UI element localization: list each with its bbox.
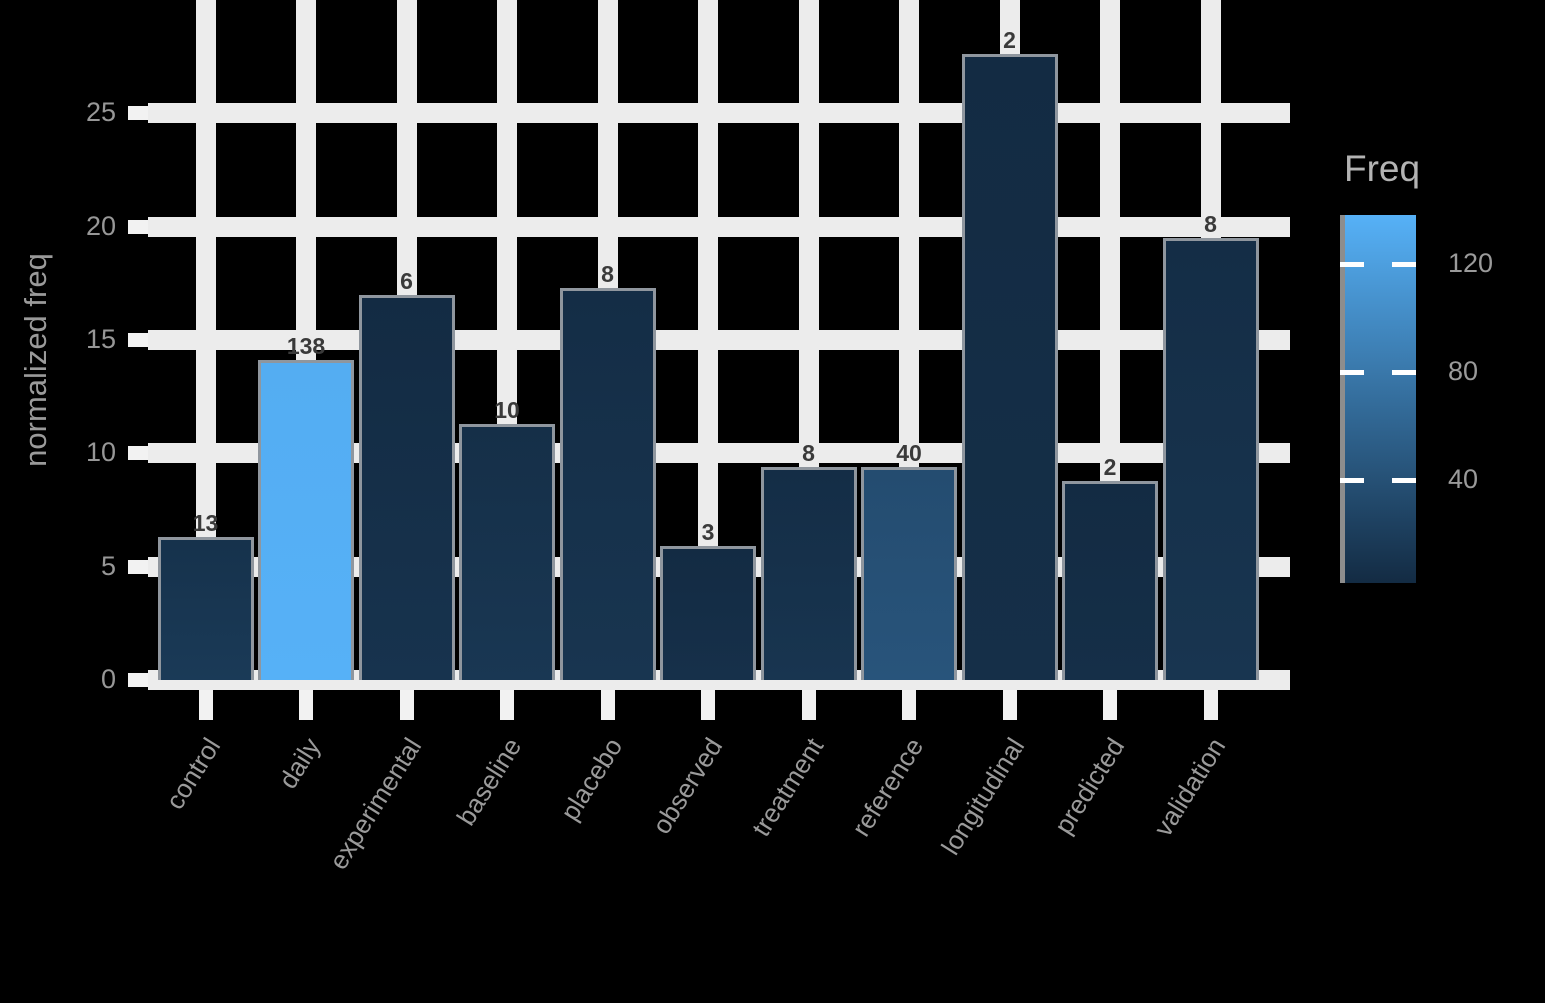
bar-value-label: 8 xyxy=(1204,211,1217,237)
bar xyxy=(559,287,656,680)
x-axis-tick-label: validation xyxy=(1147,732,1231,842)
bar-value-label: 2 xyxy=(1003,27,1016,54)
bar xyxy=(961,54,1058,680)
bar xyxy=(157,537,254,680)
y-axis-tick-label: 5 xyxy=(100,550,116,581)
bar xyxy=(1062,480,1158,680)
x-axis-tick-label: daily xyxy=(272,732,327,794)
legend-tick-label: 80 xyxy=(1448,355,1479,386)
x-axis-tick-label: experimental xyxy=(322,732,427,875)
bar xyxy=(861,466,957,680)
x-axis-tick xyxy=(198,690,213,720)
x-axis-tick xyxy=(902,690,916,720)
bar-value-label: 8 xyxy=(802,439,815,466)
x-axis-tick xyxy=(399,690,414,720)
bar-value-label: 8 xyxy=(601,260,614,287)
bar-value-label: 3 xyxy=(701,519,715,546)
legend-colorbar-tick xyxy=(1392,369,1416,375)
gridline-vertical xyxy=(195,0,216,680)
legend-colorbar xyxy=(1340,215,1416,583)
bar-value-label: 13 xyxy=(192,510,219,537)
y-axis-tick-label: 15 xyxy=(85,324,116,354)
bar xyxy=(660,546,756,680)
gridline-vertical xyxy=(698,0,718,680)
x-axis-tick-label: reference xyxy=(845,732,930,842)
legend-colorbar-tick xyxy=(1392,478,1416,484)
x-axis-tick-label: longitudinal xyxy=(934,732,1030,860)
bar-value-label: 2 xyxy=(1103,453,1117,480)
y-axis-tick xyxy=(128,446,148,461)
y-axis-tick-label: 25 xyxy=(85,97,116,128)
y-axis-tick-label: 10 xyxy=(85,437,116,468)
x-axis-tick-label: baseline xyxy=(450,732,528,831)
x-axis-tick xyxy=(299,690,313,720)
bar xyxy=(258,360,354,680)
bar-value-label: 138 xyxy=(286,333,326,360)
y-axis-tick xyxy=(128,333,148,347)
x-axis-tick xyxy=(1002,690,1017,720)
y-axis-tick xyxy=(128,219,148,234)
bar-value-label: 40 xyxy=(896,439,922,466)
bar-value-label: 10 xyxy=(494,396,520,423)
x-axis-tick-label: treatment xyxy=(745,732,829,842)
x-axis-tick-label: placebo xyxy=(554,732,628,826)
x-axis-tick-label: control xyxy=(158,732,226,815)
x-axis-tick xyxy=(600,690,615,720)
legend-colorbar-tick xyxy=(1392,261,1416,267)
x-axis-tick xyxy=(500,690,514,720)
bar xyxy=(1162,238,1259,680)
legend-tick-label: 40 xyxy=(1448,464,1479,495)
bar-value-label: 6 xyxy=(400,267,413,294)
y-axis-tick-label: 0 xyxy=(100,664,116,694)
y-axis-tick-label: 20 xyxy=(85,210,116,241)
legend-colorbar-tick xyxy=(1340,261,1364,267)
y-axis-tick xyxy=(128,673,148,687)
legend-colorbar-tick xyxy=(1340,369,1364,375)
y-axis-tick xyxy=(128,559,148,574)
x-axis-tick xyxy=(701,690,715,720)
x-axis-tick xyxy=(1203,690,1218,720)
bar xyxy=(760,466,857,680)
legend-colorbar-tick xyxy=(1340,478,1364,484)
bar xyxy=(459,423,555,680)
legend-tick-label: 120 xyxy=(1448,247,1494,278)
x-axis-tick xyxy=(1103,690,1117,720)
bar xyxy=(358,294,455,680)
legend-title: Freq xyxy=(1344,148,1421,189)
x-axis-tick-label: observed xyxy=(646,732,729,840)
x-axis-tick-label: predicted xyxy=(1048,732,1131,840)
y-axis-tick xyxy=(128,106,148,121)
x-axis-tick xyxy=(801,690,816,720)
